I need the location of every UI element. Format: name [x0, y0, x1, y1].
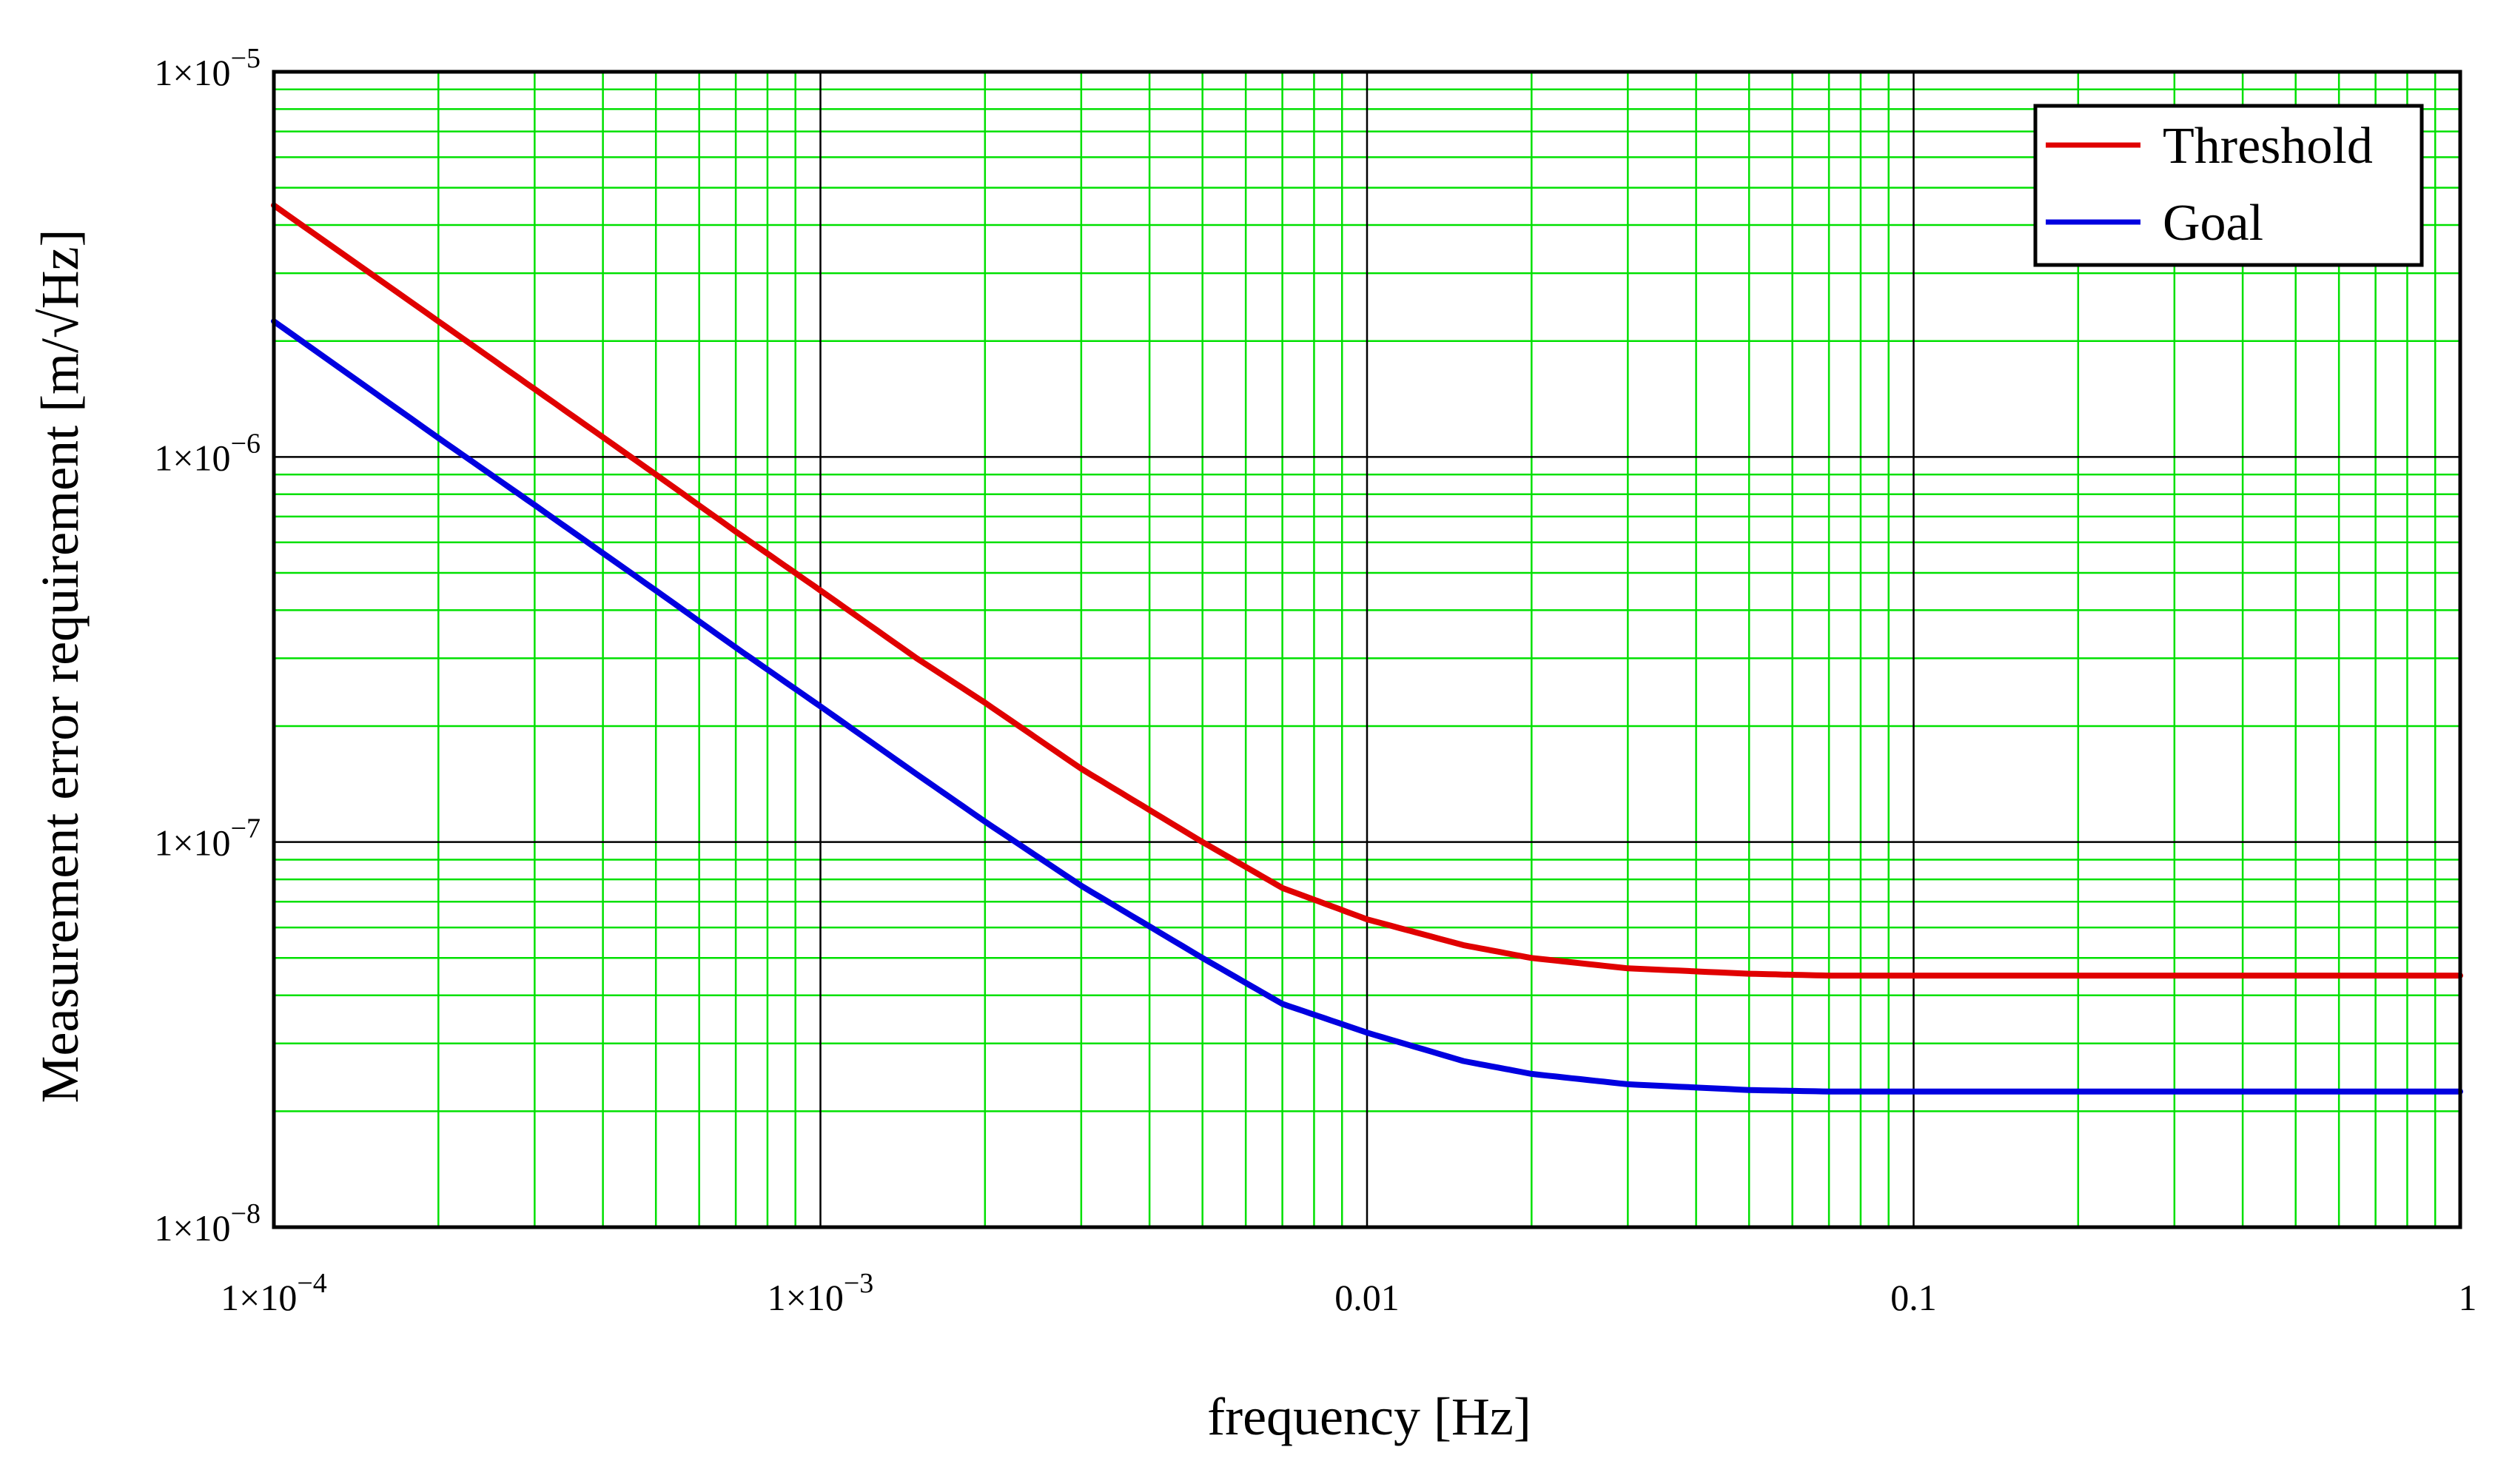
legend-label-goal: Goal	[2163, 195, 2263, 252]
y-tick-labels: 1×10−5 1×10−6 1×10−7 1×10−8	[154, 43, 261, 1249]
x-axis-title: frequency [Hz]	[1207, 1387, 1531, 1446]
y-tick-label: 1×10−6	[154, 428, 261, 478]
series-line-threshold	[271, 202, 2463, 979]
y-axis-title: Measurement error requirement [m/√Hz]	[30, 229, 90, 1103]
plot-frame	[272, 70, 2462, 1229]
legend-box	[2033, 104, 2424, 267]
x-tick-label: 1	[2459, 1277, 2477, 1318]
y-tick-label: 1×10−8	[154, 1198, 261, 1249]
legend-label-threshold: Threshold	[2163, 118, 2373, 175]
y-tick-label: 1×10−5	[154, 43, 261, 93]
x-tick-label: 1×10−3	[768, 1268, 874, 1318]
series-line-goal	[271, 318, 2463, 1095]
x-tick-labels: 1×10−4 1×10−3 0.01 0.1 1	[221, 1268, 2476, 1318]
series-layer	[271, 202, 2463, 1095]
y-tick-label: 1×10−7	[154, 813, 261, 864]
x-tick-label: 0.01	[1334, 1277, 1400, 1318]
x-tick-label: 0.1	[1890, 1277, 1937, 1318]
x-tick-label: 1×10−4	[221, 1268, 327, 1318]
legend: Threshold Goal	[2033, 104, 2424, 267]
